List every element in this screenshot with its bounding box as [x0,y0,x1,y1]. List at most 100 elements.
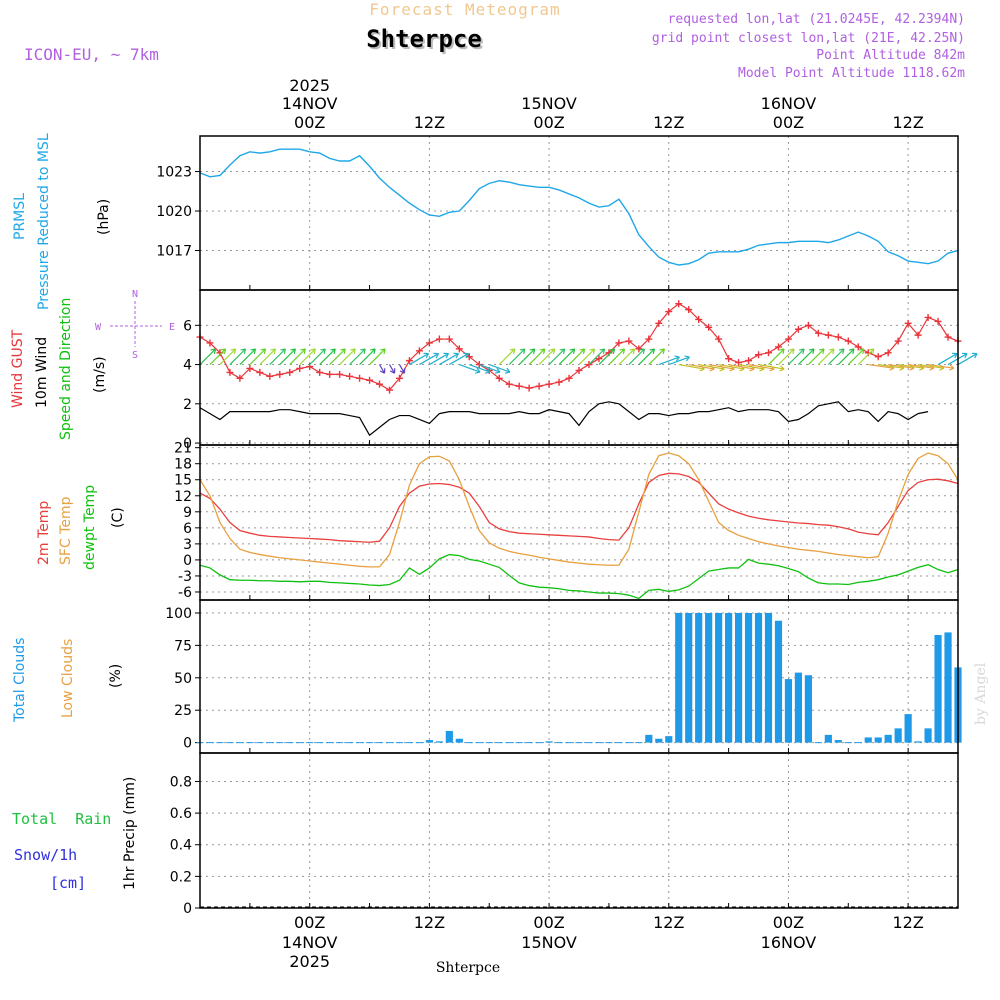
gust-marker [934,317,942,325]
wind-arrow [508,348,526,365]
wind-arrow-head [629,348,636,355]
wind-arrow-head [433,352,440,359]
wind-arrow [299,348,316,365]
wind-arrow [957,353,978,366]
wind-arrow-head [399,368,406,374]
wind-arrow [409,353,429,366]
cloud-bar [734,612,743,743]
cloud-bar [705,612,713,743]
wind-arrow [598,348,615,365]
wind-arrow-head [649,348,655,355]
gust-marker [525,384,533,392]
time-label-hour: 00Z [533,913,564,932]
wind-arrow [878,363,905,369]
wind-arrow [578,348,595,365]
ytick-label: 6 [183,318,192,334]
wind-arrow [807,348,825,365]
wind-arrow [249,348,266,365]
ytick-label: 9 [183,505,192,521]
cloud-bar [455,738,463,743]
cloud-bar [894,728,902,743]
ytick-label: 0 [183,736,192,752]
product-title: Forecast Meteogram [369,0,560,19]
wind-arrow [698,363,725,370]
gust-marker [445,335,453,343]
gust-marker [615,339,623,347]
wind-arrow-head [474,367,481,374]
wind-arrow-head [609,348,616,355]
wind-arrow [329,348,346,365]
panel-wind: 0 2 4 6 [183,289,978,452]
gust-marker [645,335,653,343]
wind-arrow [359,348,376,365]
cloud-bar [645,734,653,743]
ytick-label: 18 [174,457,192,473]
wind-arrow-head [260,348,267,355]
cloud-bar [435,741,443,743]
grid-point-coords: grid point closest lon,lat (21E, 42.25N) [652,31,965,46]
wind-arrow-head [619,348,626,355]
ytick-label: -6 [178,585,192,601]
ytick-label: 25 [174,703,192,719]
cloud-bar [545,741,553,743]
time-label-hour: 12Z [892,913,923,932]
wind-arrow [469,363,491,373]
wind-arrow [548,348,566,365]
time-label-date: 15NOV [521,933,577,952]
gust-marker [256,368,264,376]
gust-marker [755,351,763,359]
cloud-bar [794,672,803,743]
gust-marker [914,331,922,339]
wind-arrow [758,363,785,370]
gust-marker [356,374,364,382]
pressure-unit-label: (hPa) [96,199,112,235]
cloud-bar [834,740,842,743]
gust-marker [495,374,503,382]
wind-arrow [398,364,405,374]
cloud-bar [744,612,753,743]
panel-precip: 0 0.2 0.4 0.6 0.8 [170,752,959,917]
wind-arrow-head [599,348,606,355]
pressure-line [199,148,959,266]
wind10m-label: 10m Wind [34,337,50,408]
gust-marker [515,382,523,390]
wind-arrow-head [350,348,356,355]
wind-arrow-head [280,348,286,355]
panels: 1017102010230246-6-303691215182102550751… [156,135,978,917]
cloud-bar [874,737,882,743]
wind-arrow [239,348,256,365]
ytick-label: 15 [174,473,192,489]
gust-marker [266,372,274,380]
wind-arrow-head [310,348,316,355]
wind-arrow-head [463,352,469,359]
wind-arrow [379,364,386,374]
cloud-bar [764,612,773,743]
wind-arrow [688,363,715,370]
wind-arrow [788,348,805,365]
wind-arrow-head [808,348,815,355]
wind-arrow [847,348,865,365]
ytick-label: 6 [183,521,192,537]
speed-direction-label: Speed and Direction [58,298,74,440]
cloud-bar [944,632,952,743]
gust-marker [435,335,443,343]
footer-location: Shterpce [436,960,500,976]
compass-n: N [132,289,138,300]
wind-arrow [498,348,516,365]
gust-marker [814,329,822,337]
gust-marker [276,370,284,378]
wind-arrow-head [868,348,875,355]
ytick-label: 12 [174,489,192,505]
total-rain-label: Total Rain [12,810,111,828]
gust-marker [745,357,753,365]
gust-marker [346,372,354,380]
precip-axis-title: 1hr Precip (mm) Total Rain Snow/1h [cm] [12,777,138,892]
wind-arrow-head [589,348,596,355]
wind-arrow-head [539,348,546,355]
gust-marker [804,321,812,329]
gust-marker [784,335,792,343]
gust-marker [685,306,693,314]
cloud-bar [425,740,433,743]
